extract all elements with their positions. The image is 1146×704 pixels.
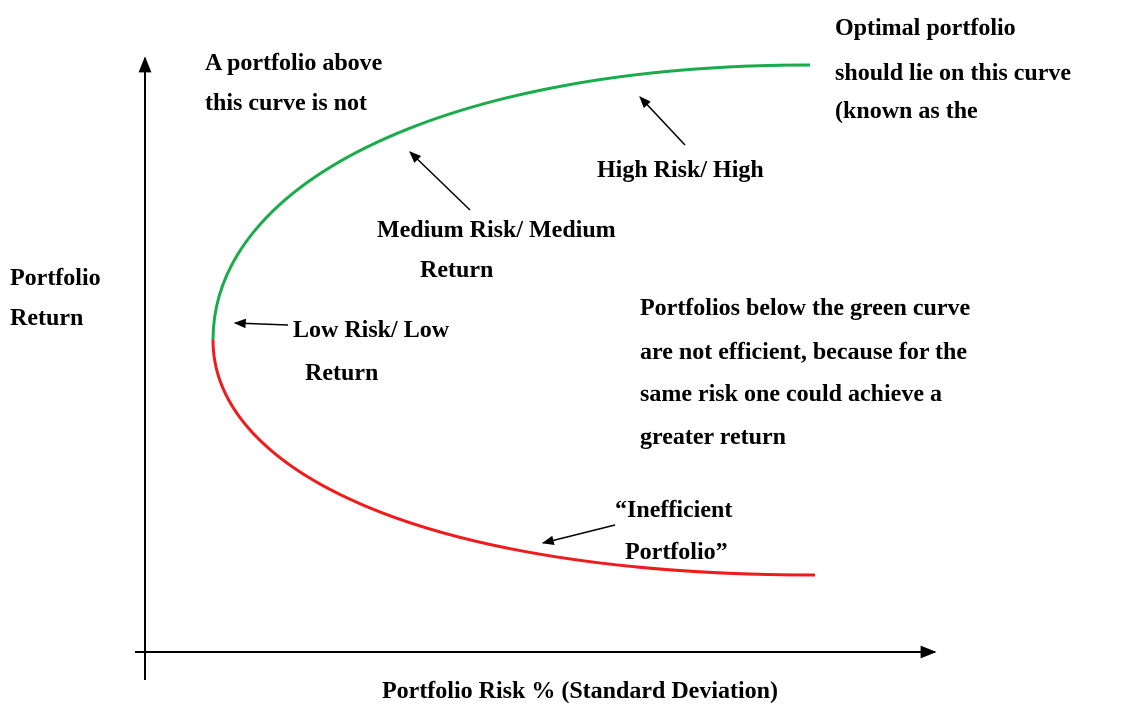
- below-text: are not efficient, because for the: [640, 339, 967, 365]
- medium-text: Medium Risk/ Medium: [377, 217, 616, 243]
- inefficient-curve: [211, 339, 816, 577]
- arrow: [233, 318, 289, 329]
- below-text: same risk one could achieve a: [640, 381, 942, 407]
- y_label-text: Return: [10, 305, 83, 331]
- arrow: [409, 151, 471, 211]
- below-text: greater return: [640, 424, 786, 450]
- optimal-text: Optimal portfolio: [835, 15, 1016, 41]
- arrow: [639, 96, 686, 146]
- efficient-frontier: [211, 63, 811, 341]
- below-text: Portfolios below the green curve: [640, 295, 970, 321]
- low-text: Low Risk/ Low: [293, 317, 450, 343]
- arrow: [541, 524, 616, 546]
- above-text: A portfolio above: [205, 50, 383, 76]
- above-text: this curve is not: [205, 90, 367, 116]
- y_label-text: Portfolio: [10, 265, 101, 291]
- optimal-text: (known as the: [835, 98, 978, 124]
- inefficient-text: Portfolio”: [625, 539, 728, 565]
- labels: Optimal portfolio should lie on this curv…: [10, 15, 1071, 704]
- low-text: Return: [305, 360, 378, 386]
- high-text: High Risk/ High: [597, 157, 764, 183]
- inefficient-text: “Inefficient: [615, 497, 732, 523]
- medium-text: Return: [420, 257, 493, 283]
- x-axis-label: Portfolio Risk % (Standard Deviation): [382, 678, 778, 704]
- optimal-text: should lie on this curve: [835, 60, 1071, 86]
